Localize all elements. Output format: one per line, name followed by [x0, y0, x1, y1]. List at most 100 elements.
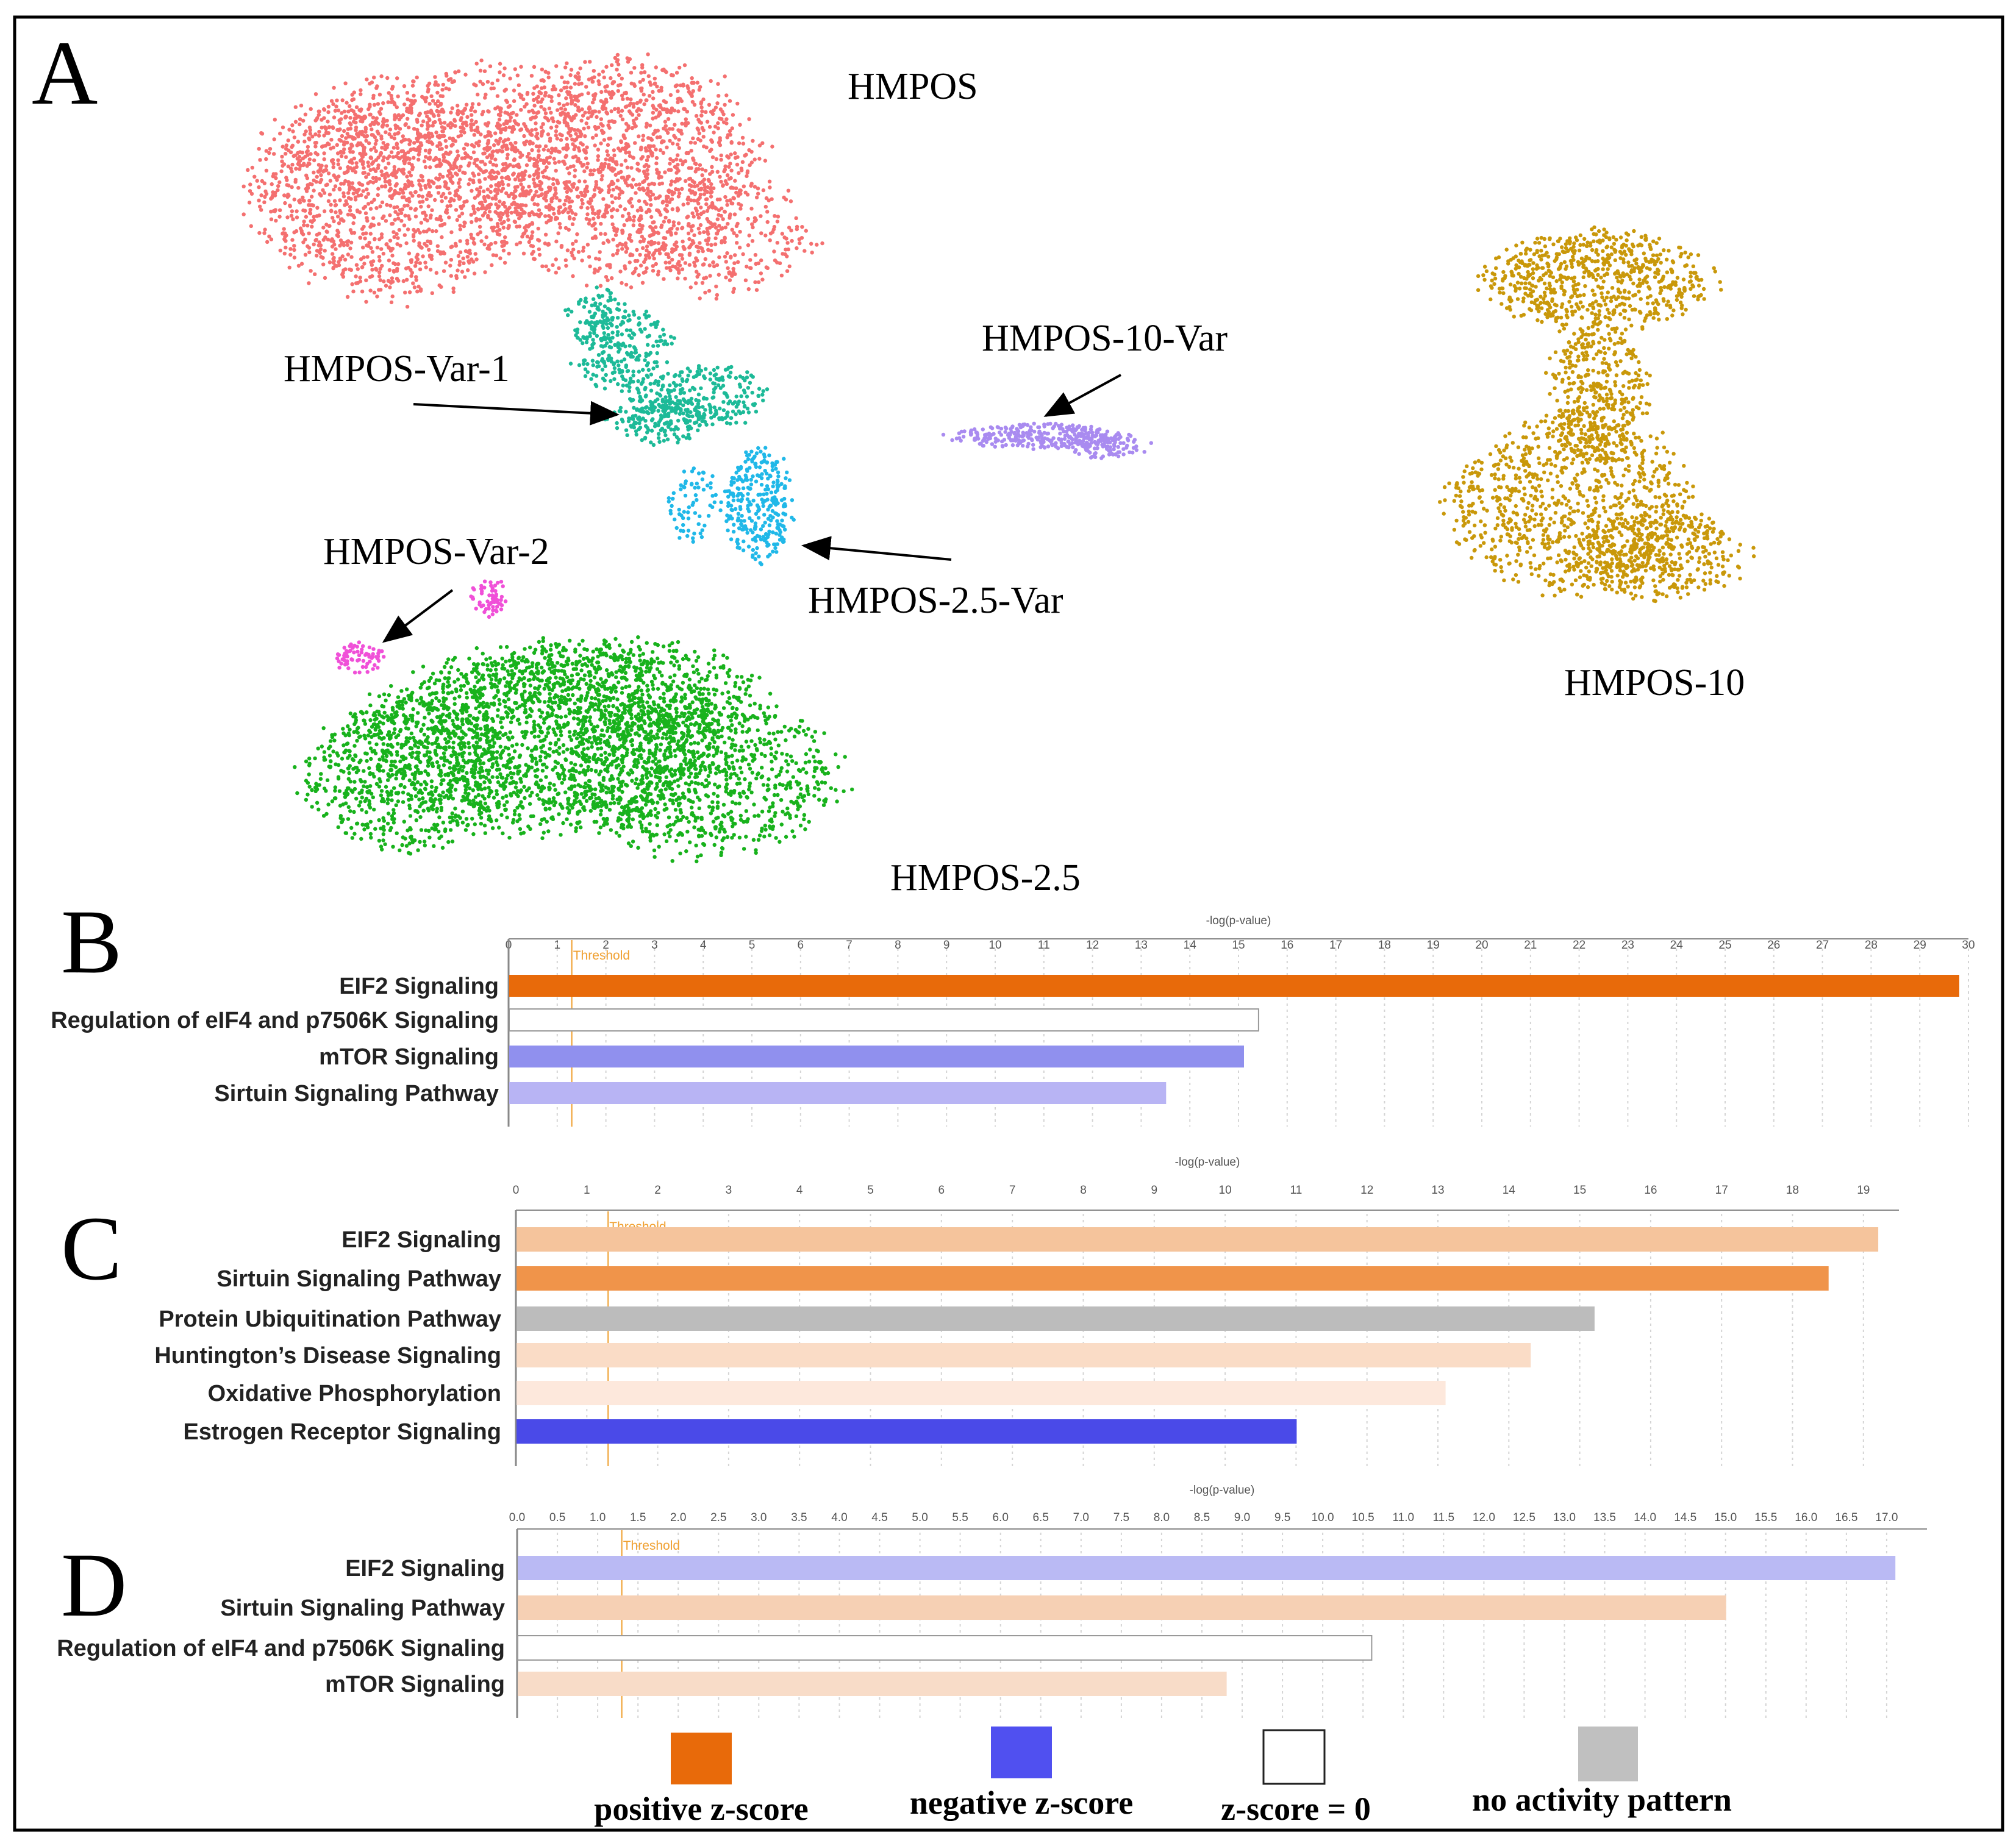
umap-point: [604, 65, 609, 69]
umap-point: [389, 300, 394, 305]
umap-point: [549, 110, 553, 115]
umap-point: [488, 64, 493, 68]
umap-point: [770, 197, 774, 201]
umap-point: [648, 94, 652, 98]
umap-point: [535, 184, 540, 188]
umap-point: [402, 223, 407, 227]
umap-point: [540, 78, 545, 82]
umap-point: [618, 113, 623, 118]
umap-point: [462, 130, 466, 135]
umap-point: [552, 193, 557, 198]
umap-point: [709, 182, 713, 187]
umap-point: [651, 264, 656, 268]
umap-point: [337, 260, 341, 264]
umap-point: [450, 106, 454, 110]
umap-point: [790, 238, 794, 243]
umap-point: [313, 272, 317, 276]
umap-point: [534, 115, 538, 119]
umap-point: [773, 214, 777, 218]
umap-point: [681, 244, 685, 249]
umap-point: [662, 107, 667, 112]
umap-point: [654, 115, 658, 119]
umap-point: [651, 344, 656, 348]
umap-point: [602, 75, 606, 80]
umap-point: [484, 92, 488, 97]
umap-point: [668, 266, 672, 270]
umap-point: [562, 80, 567, 85]
umap-point: [557, 160, 561, 164]
umap-point: [674, 157, 679, 162]
umap-point: [795, 246, 799, 251]
umap-point: [616, 382, 620, 387]
umap-point: [586, 91, 590, 96]
umap-point: [269, 196, 273, 201]
umap-point: [629, 285, 634, 290]
umap-point: [673, 123, 677, 127]
umap-point: [519, 108, 523, 112]
umap-point: [698, 85, 702, 89]
umap-point: [753, 280, 757, 285]
umap-point: [388, 127, 393, 132]
umap-point: [509, 115, 513, 120]
umap-point: [667, 190, 671, 194]
umap-point: [326, 110, 331, 115]
umap-point: [633, 351, 637, 355]
umap-point: [785, 254, 789, 258]
umap-point: [543, 144, 548, 149]
umap-point: [387, 91, 391, 95]
umap-point: [595, 360, 599, 365]
umap-point: [435, 90, 440, 95]
umap-point: [366, 244, 371, 248]
umap-point: [696, 522, 701, 526]
umap-point: [761, 389, 765, 393]
umap-point: [579, 118, 584, 123]
umap-point: [725, 513, 729, 518]
umap-point: [648, 198, 652, 202]
umap-point: [699, 113, 704, 118]
umap-point: [332, 199, 337, 203]
umap-point: [723, 102, 727, 107]
umap-point: [635, 208, 640, 213]
umap-point: [645, 210, 649, 215]
umap-point: [718, 508, 723, 513]
umap-point: [405, 109, 409, 113]
umap-point: [756, 191, 760, 196]
umap-point: [534, 127, 538, 132]
umap-point: [620, 214, 625, 218]
umap-point: [532, 65, 537, 69]
umap-point: [566, 146, 570, 151]
umap-point: [401, 134, 405, 138]
umap-point: [610, 330, 615, 335]
umap-point: [396, 212, 400, 216]
umap-point: [975, 432, 980, 437]
umap-point: [629, 97, 633, 102]
umap-point: [643, 394, 648, 399]
umap-point: [438, 173, 442, 177]
umap-point: [552, 212, 556, 216]
umap-point: [361, 189, 365, 193]
umap-point: [380, 263, 384, 268]
umap-point: [473, 196, 477, 200]
umap-point: [609, 76, 613, 80]
umap-point: [508, 163, 512, 167]
umap-point: [588, 60, 592, 64]
umap-point: [493, 188, 497, 193]
umap-point: [602, 138, 607, 142]
umap-point: [476, 172, 481, 177]
umap-point: [393, 184, 398, 188]
umap-point: [675, 166, 679, 171]
umap-point: [691, 501, 696, 505]
umap-point: [333, 203, 338, 208]
umap-point: [757, 507, 762, 511]
umap-point: [363, 127, 368, 132]
umap-point: [566, 210, 570, 215]
umap-point: [419, 187, 423, 191]
umap-point: [690, 99, 695, 104]
umap-point: [624, 250, 628, 254]
umap-point: [623, 309, 627, 313]
umap-point: [649, 429, 654, 433]
umap-point: [606, 153, 610, 157]
umap-point: [465, 255, 470, 259]
umap-point: [731, 113, 735, 117]
umap-point: [303, 237, 307, 241]
